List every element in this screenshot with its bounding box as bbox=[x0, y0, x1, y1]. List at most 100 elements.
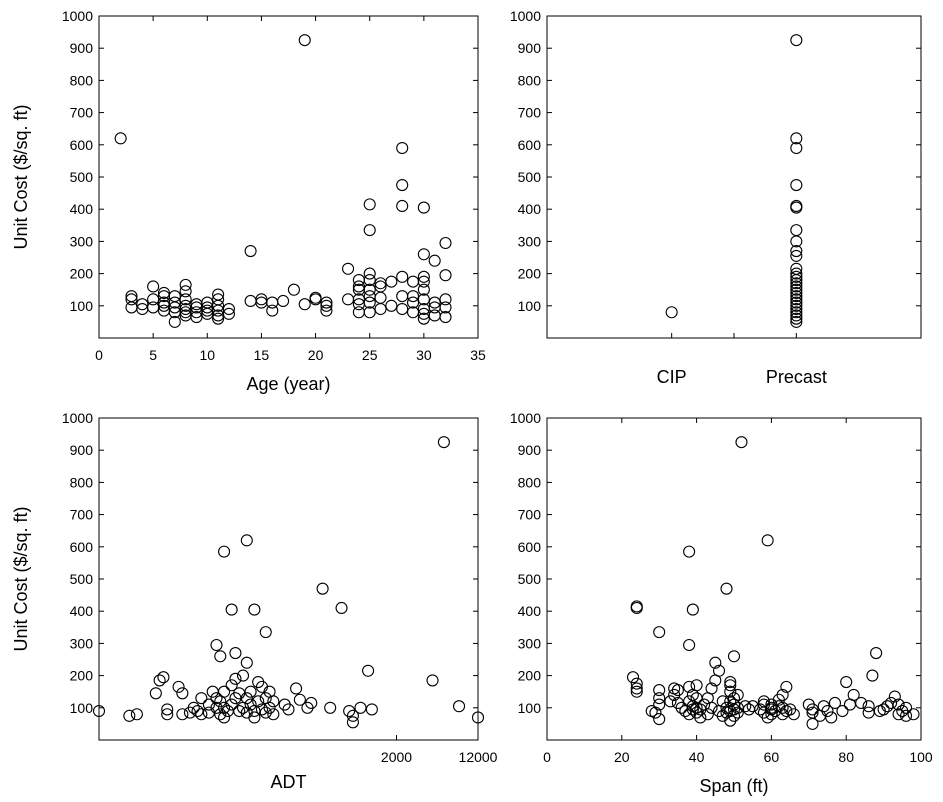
data-point bbox=[267, 695, 280, 708]
data-point bbox=[790, 245, 803, 258]
data-point bbox=[363, 306, 376, 319]
data-point bbox=[190, 311, 203, 324]
data-point bbox=[406, 275, 420, 288]
data-point bbox=[727, 650, 741, 663]
data-point bbox=[665, 306, 678, 319]
data-point bbox=[206, 685, 219, 698]
y-tick-label: 100 bbox=[518, 700, 542, 716]
y-tick-label: 400 bbox=[70, 201, 94, 217]
data-point bbox=[187, 701, 200, 714]
y-tick-label: 400 bbox=[518, 603, 542, 619]
data-point bbox=[790, 277, 803, 290]
data-point bbox=[790, 309, 803, 322]
data-point bbox=[153, 674, 166, 687]
data-point bbox=[293, 693, 306, 706]
data-point bbox=[287, 283, 300, 296]
data-point bbox=[363, 296, 376, 309]
data-point bbox=[892, 708, 905, 721]
y-tick-label: 300 bbox=[70, 635, 94, 651]
x-tick-label: 10 bbox=[199, 347, 215, 363]
data-point bbox=[731, 706, 744, 719]
data-point bbox=[790, 273, 803, 287]
data-point bbox=[790, 224, 803, 237]
x-category-label: CIP bbox=[657, 367, 687, 387]
y-tick-label: 1000 bbox=[62, 8, 93, 24]
data-point bbox=[888, 690, 901, 703]
data-point bbox=[335, 601, 348, 615]
data-point bbox=[426, 674, 439, 687]
y-tick-label: 800 bbox=[70, 72, 94, 88]
data-point bbox=[862, 706, 875, 719]
x-axis-title: ADT bbox=[271, 772, 307, 792]
data-point bbox=[374, 280, 387, 293]
data-point bbox=[161, 703, 174, 716]
data-point bbox=[790, 283, 803, 296]
data-point bbox=[168, 301, 181, 314]
data-point bbox=[342, 293, 355, 306]
data-point bbox=[342, 262, 355, 275]
data-point bbox=[437, 436, 450, 449]
y-tick-label: 100 bbox=[70, 700, 94, 716]
data-point bbox=[828, 696, 842, 710]
y-tick-label: 300 bbox=[518, 233, 542, 249]
data-point bbox=[222, 307, 235, 320]
data-point bbox=[201, 296, 214, 309]
data-point bbox=[439, 293, 452, 306]
plot-frame bbox=[98, 417, 479, 741]
data-point bbox=[396, 141, 409, 155]
data-point bbox=[790, 141, 803, 155]
data-point bbox=[428, 296, 441, 309]
data-point bbox=[790, 306, 803, 319]
y-tick-label: 700 bbox=[70, 507, 94, 523]
data-point bbox=[731, 688, 744, 701]
data-point bbox=[374, 302, 387, 316]
data-point bbox=[244, 685, 257, 698]
data-point bbox=[653, 713, 666, 726]
data-point bbox=[428, 301, 441, 314]
data-point bbox=[790, 179, 803, 192]
data-point bbox=[218, 685, 231, 698]
data-point bbox=[320, 296, 333, 309]
y-tick-label: 400 bbox=[518, 201, 542, 217]
data-point bbox=[298, 298, 311, 311]
plot-frame bbox=[546, 417, 922, 741]
data-point bbox=[136, 302, 149, 316]
chart-adt: 100 200 300 400 500 600 700 800 900 1000 Unit Cost… bbox=[11, 410, 498, 792]
y-tick-label: 900 bbox=[518, 442, 542, 458]
y-tick-label: 100 bbox=[70, 298, 94, 314]
data-point bbox=[821, 704, 834, 718]
data-point bbox=[675, 701, 688, 714]
data-point bbox=[757, 695, 770, 708]
y-tick-label: 500 bbox=[518, 571, 542, 587]
data-point bbox=[298, 34, 311, 47]
data-point bbox=[396, 270, 409, 283]
y-tick-label: 800 bbox=[70, 474, 94, 490]
data-point bbox=[790, 315, 803, 328]
y-tick-label: 500 bbox=[70, 169, 94, 185]
data-point bbox=[125, 293, 138, 306]
data-point bbox=[222, 302, 235, 316]
data-point bbox=[746, 700, 759, 713]
y-tick-label: 300 bbox=[518, 635, 542, 651]
data-point bbox=[346, 709, 359, 722]
data-point bbox=[168, 296, 181, 309]
data-point bbox=[352, 298, 365, 311]
y-tick-label: 600 bbox=[518, 137, 542, 153]
data-point bbox=[790, 34, 803, 47]
data-point bbox=[790, 235, 803, 248]
x-tick-label: 0 bbox=[95, 347, 103, 363]
data-point bbox=[255, 680, 269, 693]
data-point bbox=[417, 248, 430, 261]
data-point bbox=[210, 701, 223, 714]
x-category-label: Precast bbox=[766, 367, 827, 387]
x-tick-label: 30 bbox=[416, 347, 432, 363]
data-point bbox=[716, 695, 729, 708]
y-tick-label: 700 bbox=[518, 507, 542, 523]
plot-frame bbox=[546, 15, 922, 339]
data-point bbox=[212, 293, 225, 306]
data-point bbox=[236, 669, 250, 682]
data-point bbox=[168, 315, 181, 328]
data-point bbox=[229, 647, 242, 660]
data-point bbox=[240, 692, 253, 705]
data-point bbox=[365, 703, 378, 716]
